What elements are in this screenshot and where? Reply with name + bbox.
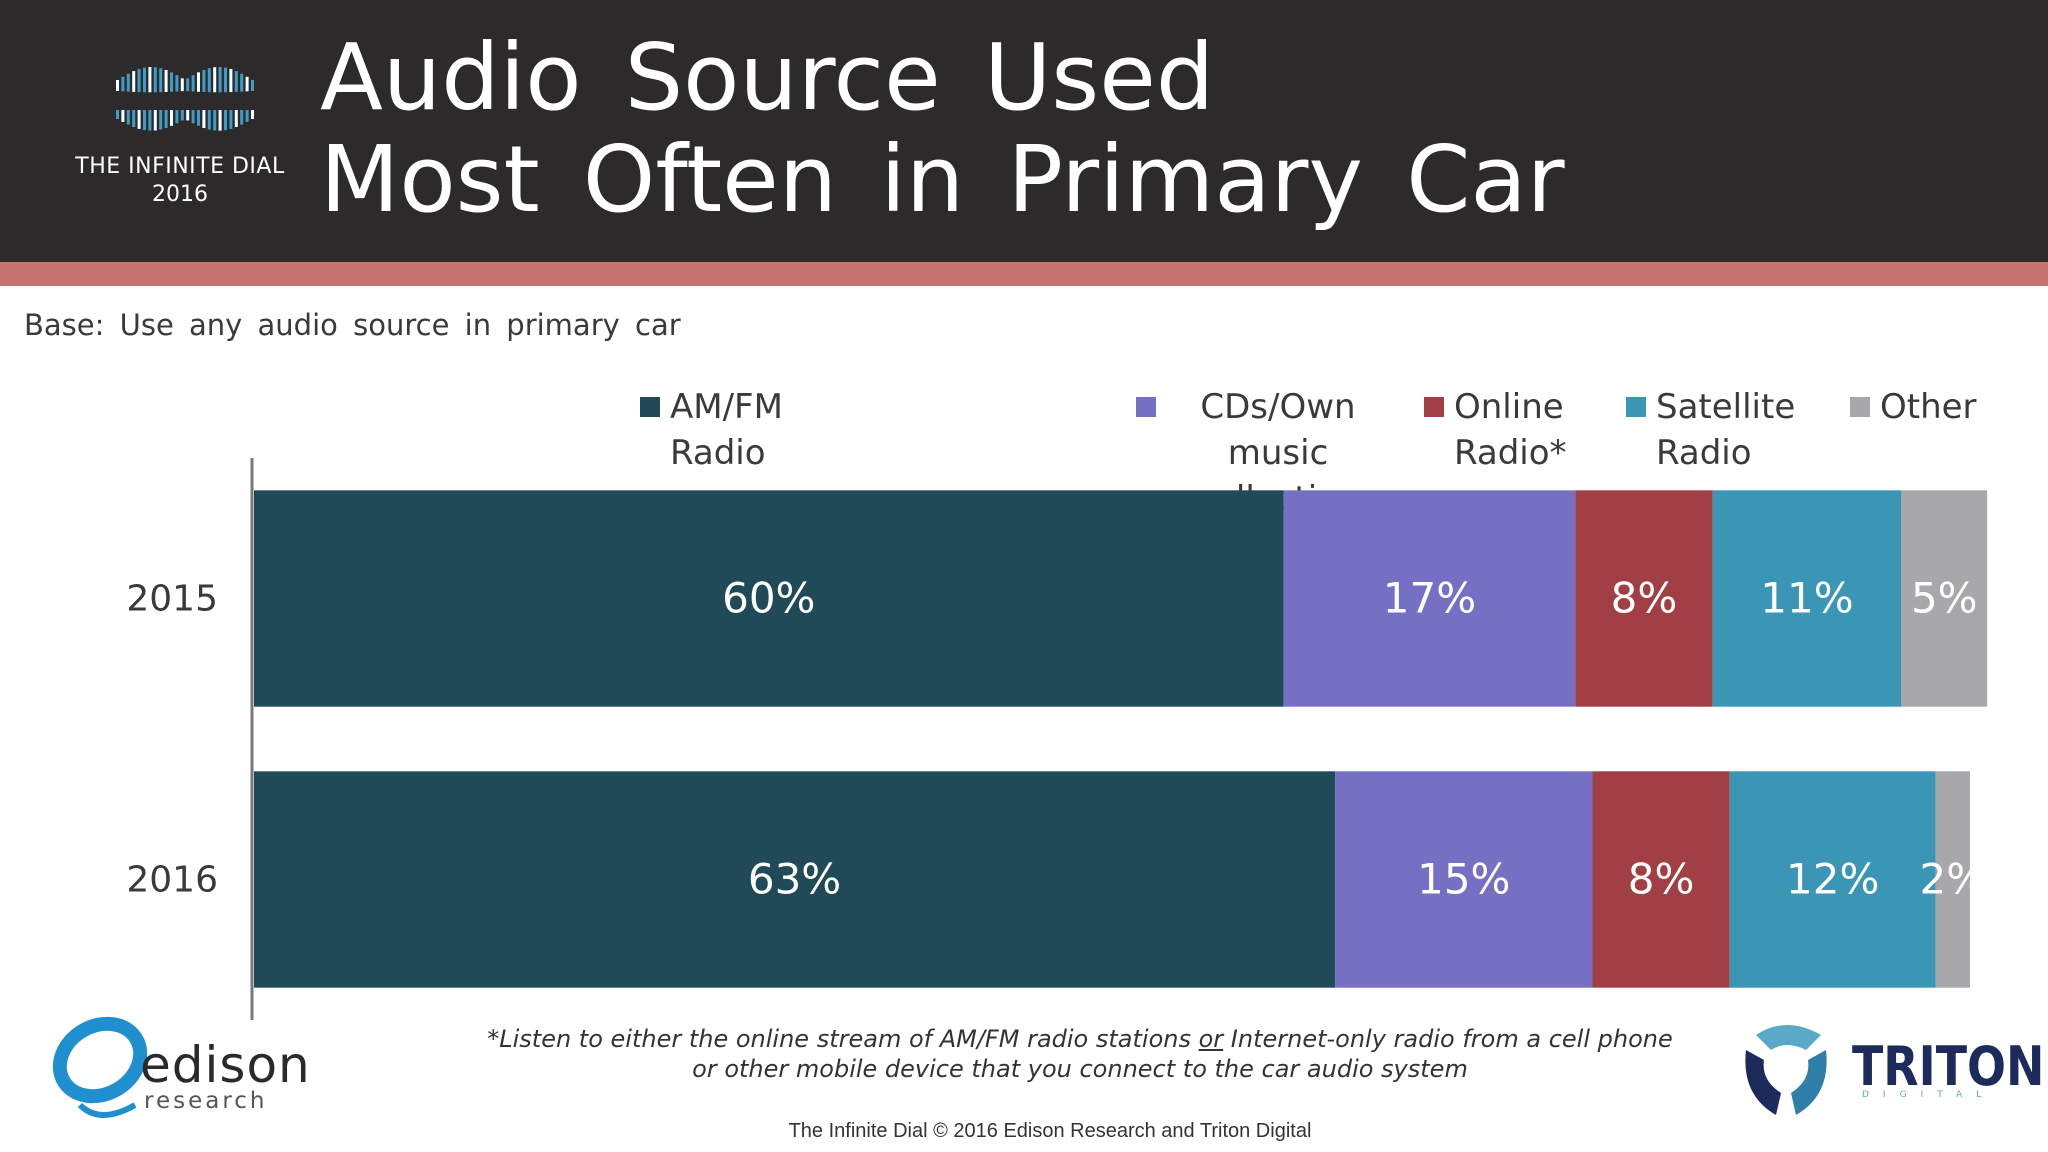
triton-logo-icon bbox=[1745, 1025, 1827, 1115]
header-band: THE INFINITE DIAL 2016 Audio Source Used… bbox=[0, 0, 2048, 262]
legend-item-amfm-radio: AM/FM Radio bbox=[640, 384, 783, 476]
data-label-2015-s1: 17% bbox=[1383, 574, 1476, 623]
infinite-dial-logo-icon bbox=[116, 67, 254, 131]
bar-segment-2016-s0 bbox=[254, 771, 1336, 988]
data-label-2016-s0: 63% bbox=[748, 855, 841, 904]
bar-segment-2016-s4 bbox=[1935, 771, 1970, 988]
edison-logo-text: edison bbox=[140, 1036, 311, 1094]
data-label-2015-s0: 60% bbox=[722, 574, 815, 623]
bar-segment-2016-s3 bbox=[1729, 771, 1936, 988]
footnote-line1-end: Internet-only radio from a cell phone bbox=[1223, 1025, 1673, 1053]
page-title-line2: Most Often in Primary Car bbox=[320, 126, 1565, 233]
accent-bar bbox=[0, 262, 2048, 286]
edison-logo-icon bbox=[52, 1016, 148, 1118]
bar-segment-2015-s2 bbox=[1575, 490, 1713, 707]
bar-segment-2015-s3 bbox=[1712, 490, 1902, 707]
bar-segment-2016-s2 bbox=[1592, 771, 1730, 988]
y-tick-label-2016: 2016 bbox=[126, 860, 218, 901]
legend-swatch-amfm bbox=[640, 397, 660, 417]
legend-item-satellite-radio: Satellite Radio bbox=[1626, 384, 1795, 476]
brand-year: 2016 bbox=[152, 182, 208, 207]
bar-segment-2015-s0 bbox=[254, 490, 1284, 707]
brand-name: THE INFINITE DIAL bbox=[75, 154, 285, 179]
data-label-2016-s3: 12% bbox=[1786, 855, 1879, 904]
bar-segment-2016-s1 bbox=[1335, 771, 1593, 988]
legend-label-satellite: Satellite Radio bbox=[1656, 387, 1796, 473]
data-label-2015-s3: 11% bbox=[1760, 574, 1853, 623]
legend-swatch-cds bbox=[1136, 397, 1156, 417]
copyright-note: The Infinite Dial © 2016 Edison Research… bbox=[788, 1120, 1312, 1142]
data-label-2016-s4: 2% bbox=[1920, 855, 1987, 904]
bar-segment-2015-s4 bbox=[1901, 490, 1988, 707]
data-label-2016-s1: 15% bbox=[1417, 855, 1510, 904]
page-title-line1: Audio Source Used bbox=[320, 24, 1215, 131]
legend-swatch-online bbox=[1424, 397, 1444, 417]
footnote-line2: or other mobile device that you connect … bbox=[692, 1055, 1468, 1083]
footnote: *Listen to either the online stream of A… bbox=[420, 1024, 1740, 1084]
base-note: Base: Use any audio source in primary ca… bbox=[24, 308, 681, 342]
legend-item-online-radio: Online Radio* bbox=[1424, 384, 1567, 476]
legend-label-amfm: AM/FM Radio bbox=[670, 387, 783, 473]
edison-logo-subtext: research bbox=[144, 1088, 268, 1114]
data-label-2015-s4: 5% bbox=[1911, 574, 1978, 623]
legend-label-online: Online Radio* bbox=[1454, 387, 1567, 473]
legend-item-other: Other bbox=[1850, 384, 1977, 430]
legend-swatch-other bbox=[1850, 397, 1870, 417]
footnote-line1-start: *Listen to either the online stream of A… bbox=[487, 1025, 1199, 1053]
data-label-2016-s2: 8% bbox=[1628, 855, 1695, 904]
bar-segment-2015-s1 bbox=[1283, 490, 1576, 707]
legend-label-other: Other bbox=[1880, 387, 1977, 427]
triton-logo-text: TRITON bbox=[1852, 1035, 2045, 1098]
triton-logo-subtext: DIGITAL bbox=[1862, 1090, 1996, 1100]
data-label-2015-s2: 8% bbox=[1611, 574, 1678, 623]
legend-swatch-satellite bbox=[1626, 397, 1646, 417]
footnote-line1: *Listen to either the online stream of A… bbox=[420, 1024, 1740, 1054]
y-tick-label-2015: 2015 bbox=[126, 579, 218, 620]
footnote-emphasis: or bbox=[1198, 1025, 1224, 1053]
